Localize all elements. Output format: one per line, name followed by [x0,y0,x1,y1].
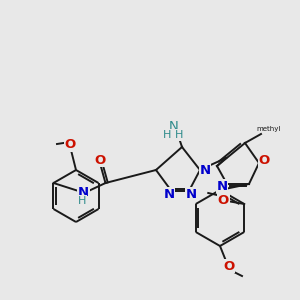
Text: N: N [169,121,179,134]
Text: methyl: methyl [257,126,281,132]
Text: O: O [64,139,76,152]
Text: H: H [163,130,171,140]
Text: O: O [258,154,270,167]
Text: H: H [78,196,87,206]
Text: H: H [175,130,183,140]
Text: O: O [218,194,229,206]
Text: O: O [224,260,235,272]
Text: O: O [95,154,106,166]
Text: N: N [200,164,211,176]
Text: N: N [164,188,175,200]
Text: N: N [78,187,89,200]
Text: N: N [216,179,228,193]
Text: N: N [185,188,197,200]
